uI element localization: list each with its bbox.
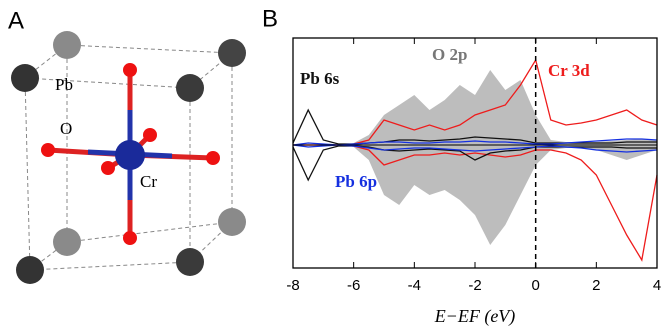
series-label: O 2p [432,45,467,64]
atom-label: Cr [140,172,157,191]
panel-label: A [8,7,24,34]
x-tick-label: -4 [408,277,421,294]
series-label: Pb 6p [335,172,377,191]
panel-label: B [262,5,278,32]
x-tick-label: -8 [286,277,299,294]
series-label: Cr 3d [548,61,590,80]
x-tick-label: 2 [592,277,600,294]
panel-a: A Pb O Cr [8,7,246,284]
x-tick-label: 0 [531,277,539,294]
atoms [11,31,246,284]
x-tick-label: -2 [468,277,481,294]
dos-area [293,70,657,145]
atom-label: O [60,119,72,138]
series-label: Pb 6s [300,69,340,88]
x-axis-label: E−EF (eV) [434,306,516,327]
atom-label: Pb [55,75,73,94]
x-tick-label: -6 [347,277,360,294]
figure: A Pb O Cr B -8 -6 -4 -2 0 2 4 O 2p Cr 3d Pb 6s Pb [0,0,667,331]
dos-plot: -8 -6 -4 -2 0 2 4 O 2p Cr 3d Pb 6s Pb 6p [286,38,661,294]
x-tick-label: 4 [653,277,661,294]
